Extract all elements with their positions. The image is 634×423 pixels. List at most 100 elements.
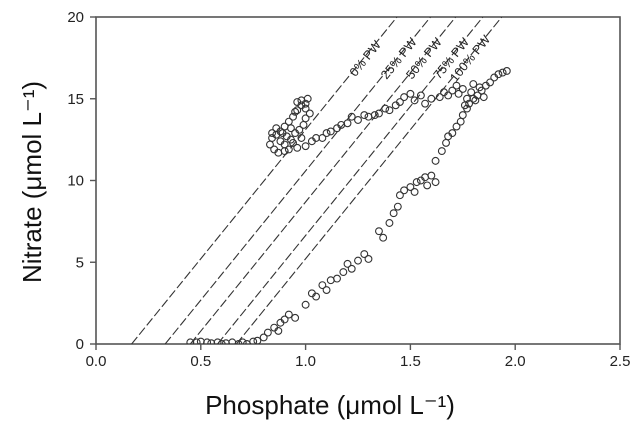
y-axis-ticks: 0 5 10 15 20: [67, 9, 96, 353]
data-point: [458, 84, 467, 93]
x-tick-label: 1.5: [400, 353, 421, 370]
data-point: [326, 276, 335, 285]
data-point: [437, 147, 446, 156]
data-point: [278, 129, 287, 138]
data-point: [431, 178, 440, 187]
data-point: [339, 268, 348, 277]
data-point: [301, 114, 310, 123]
data-point: [400, 186, 409, 195]
data-point: [289, 112, 297, 121]
data-point: [347, 112, 356, 121]
data-point: [280, 147, 289, 156]
mixing-line: [189, 17, 457, 344]
data-point: [268, 129, 277, 138]
data-point: [439, 88, 448, 97]
data-point: [326, 127, 335, 136]
data-point: [217, 340, 226, 344]
mixing-line: [164, 17, 431, 344]
data-point: [295, 125, 304, 134]
data-point: [360, 250, 369, 259]
data-point: [452, 81, 461, 90]
data-point: [242, 340, 251, 344]
data-point: [203, 338, 212, 344]
data-point: [276, 137, 285, 146]
data-point: [274, 326, 283, 335]
data-point: [318, 281, 327, 290]
data-point: [207, 339, 216, 344]
data-point: [375, 227, 383, 236]
data-point: [272, 124, 281, 133]
mixing-line: [131, 17, 398, 344]
data-point: [479, 93, 488, 102]
mixing-lines: [131, 17, 503, 344]
data-point: [249, 337, 258, 344]
data-point: [343, 259, 352, 268]
data-point: [234, 340, 243, 344]
data-point: [389, 209, 398, 218]
data-point: [213, 338, 222, 344]
data-point: [301, 99, 310, 108]
data-point: [475, 83, 484, 92]
data-point: [391, 101, 400, 110]
data-point: [263, 328, 272, 337]
x-axis-title: Phosphate (μmol L⁻¹): [205, 390, 455, 420]
data-point: [291, 107, 300, 116]
data-point: [431, 156, 440, 165]
data-point: [427, 94, 436, 103]
data-point: [452, 122, 461, 131]
y-tick-label: 20: [67, 9, 84, 26]
data-point: [293, 143, 302, 152]
data-point: [381, 104, 390, 113]
data-point: [442, 138, 450, 147]
data-point: [253, 336, 262, 344]
data-points: [186, 67, 511, 344]
data-point: [305, 109, 314, 118]
data-point: [322, 129, 331, 138]
data-point: [406, 89, 415, 98]
data-point: [222, 339, 230, 344]
data-point: [291, 313, 300, 322]
data-point: [354, 256, 362, 265]
data-point: [375, 109, 383, 118]
data-point: [456, 117, 465, 126]
mixing-line: [217, 17, 484, 344]
data-point: [406, 183, 415, 191]
data-point: [354, 116, 362, 124]
data-point: [379, 233, 388, 242]
data-point: [303, 94, 312, 103]
data-point: [284, 310, 293, 319]
data-point: [465, 99, 474, 108]
data-point: [458, 111, 467, 120]
x-axis-ticks: 0.0 0.5 1.0 1.5 2.0 2.5: [86, 344, 631, 370]
data-point: [393, 202, 402, 211]
x-tick-label: 0.0: [86, 353, 107, 370]
data-point: [435, 93, 444, 102]
data-point: [410, 96, 419, 105]
data-point: [412, 178, 421, 187]
data-point: [286, 124, 295, 133]
data-point: [299, 120, 308, 129]
data-point: [280, 315, 289, 324]
data-point: [410, 187, 419, 196]
data-point: [427, 171, 436, 180]
x-tick-label: 2.5: [610, 353, 631, 370]
y-tick-label: 0: [76, 336, 84, 353]
data-point: [238, 338, 247, 344]
data-point: [364, 255, 373, 263]
data-point: [460, 101, 469, 110]
data-point: [448, 86, 457, 95]
data-point: [421, 99, 430, 108]
data-point: [293, 98, 302, 106]
data-point: [416, 91, 425, 100]
data-point: [385, 106, 394, 115]
x-tick-label: 2.0: [505, 353, 526, 370]
data-point: [259, 333, 268, 342]
data-point: [385, 219, 394, 227]
data-point: [448, 129, 457, 138]
data-point: [467, 88, 476, 97]
data-point: [301, 142, 310, 151]
data-point: [395, 191, 404, 200]
data-point: [486, 78, 494, 87]
